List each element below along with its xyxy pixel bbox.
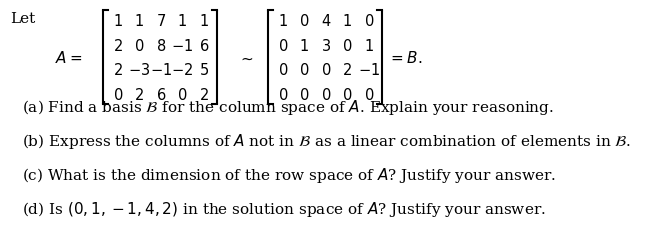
Text: $2$: $2$ (113, 62, 123, 78)
Text: $-1$: $-1$ (358, 62, 380, 78)
Text: $0$: $0$ (342, 38, 352, 54)
Text: $8$: $8$ (155, 38, 166, 54)
Text: $1$: $1$ (177, 13, 187, 29)
Text: (b) Express the columns of $A$ not in $\mathcal{B}$ as a linear combination of e: (b) Express the columns of $A$ not in $\… (22, 132, 631, 151)
Text: $1$: $1$ (342, 13, 352, 29)
Text: $0$: $0$ (321, 62, 331, 78)
Text: $0$: $0$ (134, 38, 144, 54)
Text: $0$: $0$ (277, 38, 288, 54)
Text: $0$: $0$ (299, 86, 310, 102)
Text: $0$: $0$ (342, 86, 352, 102)
Text: $0$: $0$ (299, 13, 310, 29)
Text: $0$: $0$ (364, 13, 374, 29)
Text: $-1$: $-1$ (171, 38, 194, 54)
Text: $3$: $3$ (321, 38, 331, 54)
Text: $A =$: $A =$ (55, 50, 83, 66)
Text: (c) What is the dimension of the row space of $A$? Justify your answer.: (c) What is the dimension of the row spa… (22, 166, 556, 185)
Text: $-2$: $-2$ (171, 62, 194, 78)
Text: $0$: $0$ (177, 86, 188, 102)
Text: $1$: $1$ (278, 13, 288, 29)
Text: $6$: $6$ (199, 38, 209, 54)
Text: $7$: $7$ (155, 13, 166, 29)
Text: $2$: $2$ (342, 62, 352, 78)
Text: $0$: $0$ (277, 62, 288, 78)
Text: Let: Let (10, 12, 35, 26)
Text: $2$: $2$ (113, 38, 123, 54)
Text: $2$: $2$ (199, 86, 209, 102)
Text: $= B.$: $= B.$ (388, 50, 423, 66)
Text: $1$: $1$ (364, 38, 373, 54)
Text: $1$: $1$ (199, 13, 209, 29)
Text: $1$: $1$ (299, 38, 309, 54)
Text: $0$: $0$ (299, 62, 310, 78)
Text: $1$: $1$ (113, 13, 123, 29)
Text: (d) Is $(0, 1, -1, 4, 2)$ in the solution space of $A$? Justify your answer.: (d) Is $(0, 1, -1, 4, 2)$ in the solutio… (22, 200, 546, 218)
Text: $0$: $0$ (364, 86, 374, 102)
Text: $6$: $6$ (155, 86, 166, 102)
Text: $-3$: $-3$ (128, 62, 150, 78)
Text: $0$: $0$ (321, 86, 331, 102)
Text: $1$: $1$ (134, 13, 144, 29)
Text: $-1$: $-1$ (150, 62, 172, 78)
Text: $0$: $0$ (113, 86, 123, 102)
Text: (a) Find a basis $\mathcal{B}$ for the column space of $A$. Explain your reasoni: (a) Find a basis $\mathcal{B}$ for the c… (22, 98, 554, 117)
Text: $0$: $0$ (277, 86, 288, 102)
Text: $\sim$: $\sim$ (238, 50, 254, 65)
Text: $2$: $2$ (134, 86, 144, 102)
Text: $5$: $5$ (199, 62, 209, 78)
Text: $4$: $4$ (321, 13, 331, 29)
